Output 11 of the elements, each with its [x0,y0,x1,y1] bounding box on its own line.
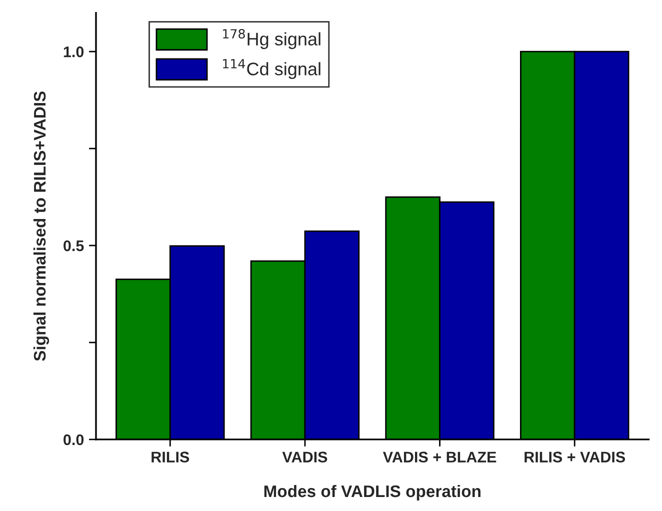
y-axis-title: Signal normalised to RILIS+VADIS [33,91,50,361]
x-tick-label: RILIS [152,452,190,462]
legend-label: $^{178}$Hg signal [223,29,320,50]
y-tick-label: 1.0 [64,46,84,58]
x-tick-label: VADIS + BLAZE [382,452,496,462]
y-tick-label: 0.0 [64,434,84,446]
x-tick-label: RILIS + VADIS [524,452,626,462]
y-tick-label: 0.5 [64,240,84,252]
x-tick-label: VADIS [282,452,328,462]
legend-label: $^{114}$Cd signal [223,59,320,79]
x-axis-title: Modes of VADLIS operation [264,484,480,500]
